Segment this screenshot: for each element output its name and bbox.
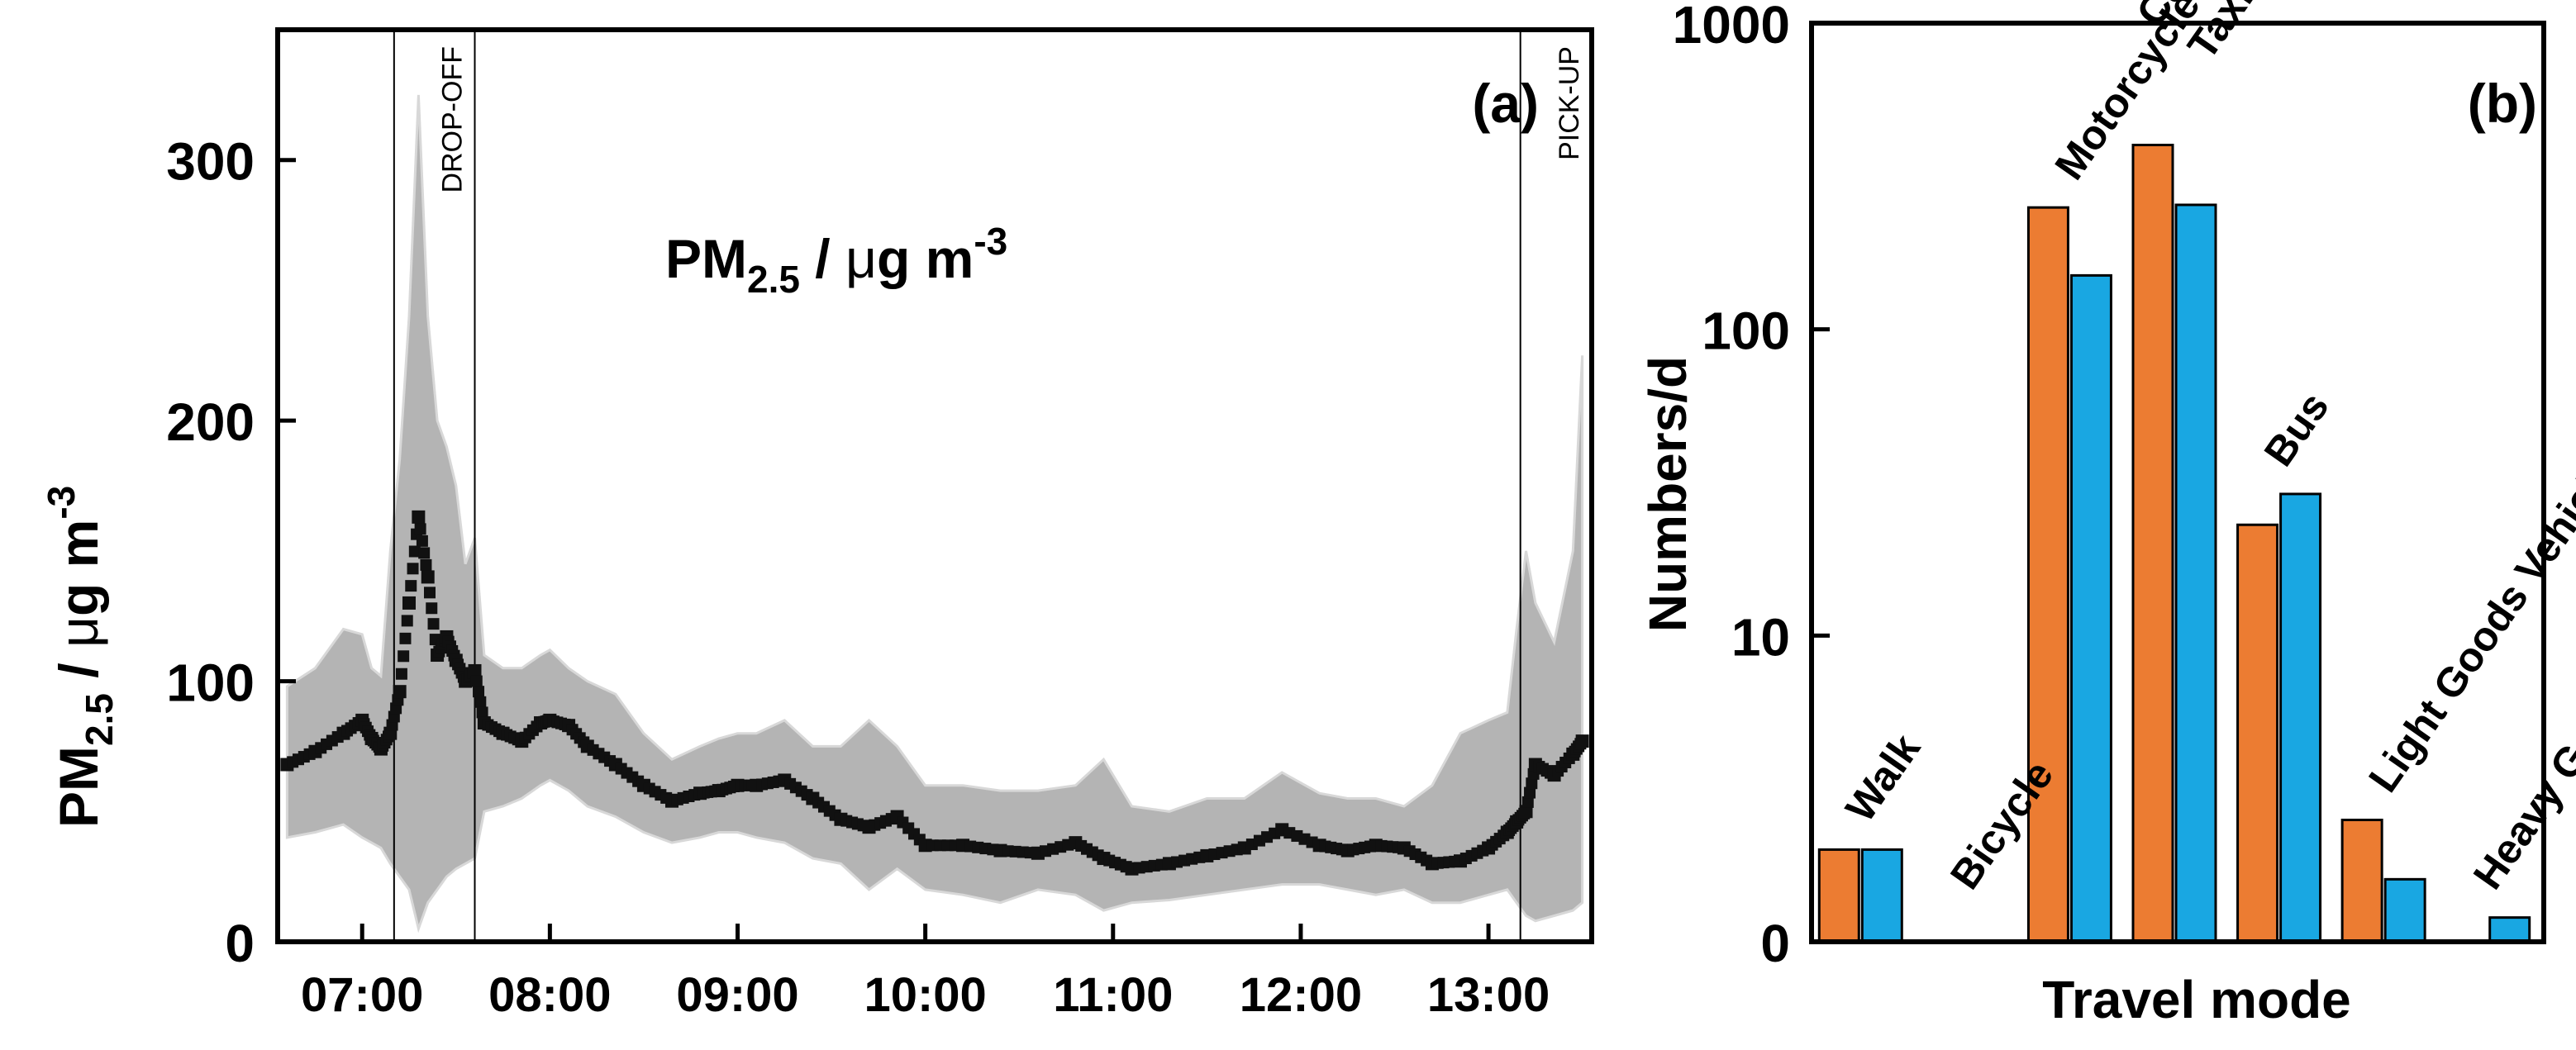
pm25-mean-point	[468, 663, 482, 677]
event-marker-labels: DROP-OFF PICK-UP	[437, 46, 1586, 193]
pm25-mean-point	[421, 570, 435, 584]
x-tick-label: 12:00	[1240, 968, 1362, 1022]
bar-motorcycle-blue	[2069, 273, 2112, 943]
ylabel-mu: μ	[48, 616, 109, 648]
marker-label-pick-up: PICK-UP	[1554, 46, 1585, 160]
pm25-mean-point-interp	[395, 668, 407, 680]
panel-a-pm25-time-series: 0 100 200 300 07:00 08:00 09:00 10:00 11:00 12:0…	[40, 27, 1594, 1022]
x-tick-label: 13:00	[1427, 968, 1550, 1022]
pm25-mean-point-interp	[423, 587, 436, 599]
ylabel-slash: /	[48, 648, 109, 693]
title-unit: g m	[877, 228, 974, 289]
pm25-mean-point-interp	[1526, 777, 1538, 790]
panel-a-x-ticks: 07:00 08:00 09:00 10:00 11:00 12:00 13:00	[301, 924, 1550, 1022]
pm25-mean-point-interp	[1521, 796, 1534, 808]
y-tick-label: 300	[166, 132, 255, 192]
pm25-mean-point	[402, 596, 416, 610]
pm25-mean-point-interp	[476, 706, 488, 719]
y-tick-label: 10	[1731, 607, 1790, 667]
category-label: Walk	[1836, 725, 1929, 829]
bar-walk-blue	[1860, 848, 1903, 943]
pm25-mean-point-interp	[473, 686, 485, 698]
bar-cars-taxis-blue	[2174, 203, 2217, 943]
panel-a-y-ticks: 0 100 200 300	[166, 132, 296, 973]
marker-label-drop-off: DROP-OFF	[437, 46, 469, 193]
panel-b-label: (b)	[2468, 73, 2537, 134]
title-mu: μ	[845, 228, 877, 289]
pm25-mean-point-interp	[470, 675, 483, 687]
x-tick-label: 07:00	[301, 968, 423, 1022]
travel-mode-bars	[1817, 144, 2531, 943]
title-sup: -3	[974, 220, 1007, 263]
panel-b-y-ticks: 0 10 100 1000	[1673, 0, 1830, 973]
title-slash: /	[800, 228, 845, 289]
pm25-mean-point	[1519, 805, 1533, 819]
pm25-mean-point-interp	[1524, 786, 1536, 799]
pm25-mean-point-interp	[414, 523, 426, 535]
y-tick-label: 100	[1702, 302, 1790, 361]
bar-bus-blue	[2279, 492, 2322, 943]
pm25-mean-point-interp	[418, 547, 431, 559]
panel-a-inner-title: PM2.5 / μg m-3	[665, 220, 1007, 301]
bar-light-goods-vehicle-orange	[2340, 818, 2383, 943]
panel-a-label: (a)	[1472, 73, 1539, 134]
panel-b-x-axis-label: Travel mode	[2042, 970, 2351, 1029]
ylabel-unit: g m	[48, 520, 109, 616]
panel-b-y-axis-label: Numbers/d	[1638, 356, 1697, 632]
panel-a-frame	[275, 27, 1594, 944]
title-pm: PM	[665, 228, 747, 289]
bar-heavy-good-vehicle-blue	[2488, 916, 2531, 943]
pm25-mean-point-interp	[474, 696, 487, 708]
pm25-mean-point-interp	[420, 558, 432, 571]
pm25-mean-point-interp	[427, 618, 440, 630]
y-tick-label: 0	[225, 914, 255, 973]
ylabel-pm: PM	[48, 746, 109, 828]
y-tick-label: 1000	[1673, 0, 1790, 55]
pm25-mean-point-interp	[401, 615, 413, 627]
ylabel-sup: -3	[40, 486, 83, 520]
pm25-mean-point-interp	[426, 602, 438, 615]
bar-motorcycle-orange	[2026, 206, 2069, 943]
pm25-mean-point-interp	[399, 632, 412, 644]
bar-bus-orange	[2236, 523, 2279, 943]
pm25-mean-point	[412, 510, 426, 524]
pm25-mean-point-interp	[416, 535, 428, 547]
pm25-mean-point-interp	[407, 563, 419, 575]
category-label: Bus	[2255, 384, 2338, 475]
y-tick-label: 0	[1760, 914, 1790, 973]
panel-b-frame	[1809, 21, 2546, 944]
y-tick-label: 100	[166, 653, 255, 713]
y-tick-label: 200	[166, 392, 255, 452]
pm25-range-area	[285, 94, 1584, 934]
pm25-range-band	[285, 94, 1584, 934]
pm25-mean-point-interp	[408, 545, 421, 558]
ylabel-sub: 2.5	[78, 693, 121, 746]
x-tick-label: 09:00	[676, 968, 798, 1022]
pm25-mean-point	[1575, 734, 1589, 748]
pm25-mean-point-interp	[405, 580, 417, 592]
x-tick-label: 08:00	[488, 968, 611, 1022]
pm25-mean-point-interp	[398, 650, 410, 663]
category-label: Motorcycle	[2046, 0, 2209, 188]
pm25-mean-points	[280, 510, 1589, 876]
title-sub: 2.5	[747, 258, 800, 301]
bar-cars-taxis-orange	[2131, 144, 2174, 943]
bar-walk-orange	[1817, 848, 1860, 943]
x-tick-label: 10:00	[864, 968, 986, 1022]
bar-light-goods-vehicle-blue	[2383, 877, 2426, 943]
pm25-mean-point	[393, 685, 407, 699]
panel-a-y-axis-label: PM2.5 / μg m-3	[40, 486, 121, 828]
x-tick-label: 11:00	[1053, 968, 1173, 1022]
